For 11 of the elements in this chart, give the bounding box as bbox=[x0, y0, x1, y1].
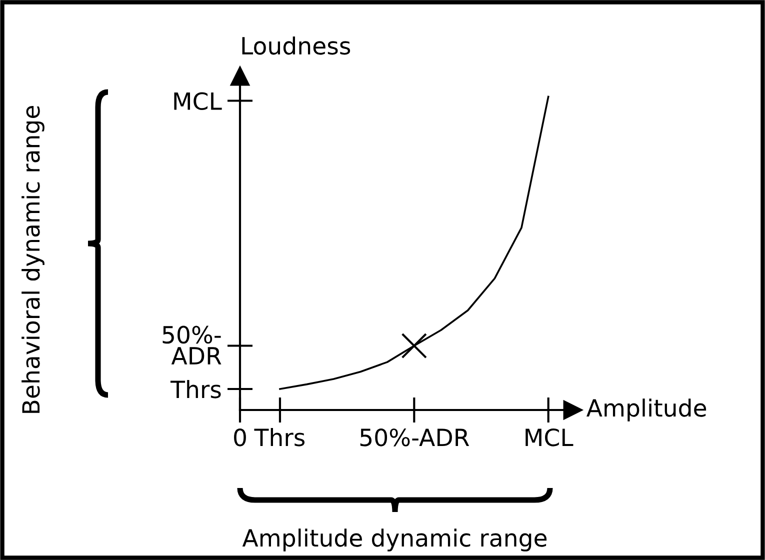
text: 0 bbox=[234, 428, 246, 446]
text: 50%-ADR bbox=[360, 428, 470, 446]
text: Thrs bbox=[170, 380, 221, 398]
y-axis-title: Loudness bbox=[242, 36, 350, 55]
text: 50%- ADR bbox=[162, 326, 222, 364]
text: Thrs bbox=[254, 428, 305, 446]
text: MCL bbox=[526, 428, 574, 446]
text: Behavioral dynamic range bbox=[22, 106, 44, 413]
text: MCL bbox=[174, 92, 222, 110]
x-axis-title: Amplitude bbox=[586, 398, 706, 422]
text: Amplitude dynamic range bbox=[242, 528, 547, 552]
